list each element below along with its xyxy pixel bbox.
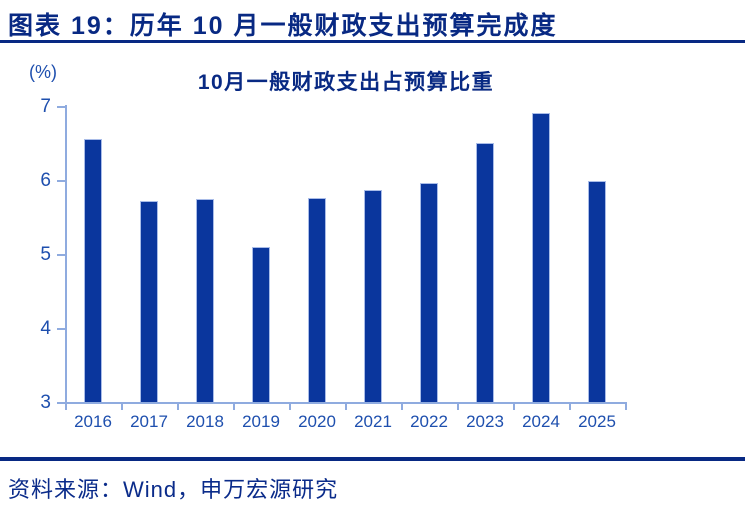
y-tick xyxy=(57,180,65,182)
bar xyxy=(364,190,382,402)
bar xyxy=(532,113,550,402)
y-tick xyxy=(57,402,65,404)
footer-divider xyxy=(0,457,745,461)
x-tick xyxy=(457,402,459,410)
bar xyxy=(84,139,102,402)
y-tick xyxy=(57,254,65,256)
x-tick-label: 2024 xyxy=(522,412,560,431)
x-tick-label: 2021 xyxy=(354,412,392,431)
bar xyxy=(196,199,214,402)
x-tick-label: 2019 xyxy=(242,412,280,431)
x-tick xyxy=(233,402,235,410)
bar xyxy=(140,201,158,402)
y-tick-label: 7 xyxy=(40,96,51,117)
y-tick-label: 4 xyxy=(40,318,51,339)
x-tick xyxy=(569,402,571,410)
x-tick xyxy=(121,402,123,410)
y-tick-label: 6 xyxy=(40,170,51,191)
bar xyxy=(308,198,326,402)
bar xyxy=(476,143,494,402)
x-tick-label: 2016 xyxy=(74,412,112,431)
plot-area: 3 4 5 6 7 2016 2017 2018 2019 2020 2021 2022 2023 202… xyxy=(40,96,627,431)
bar xyxy=(588,181,606,402)
y-tick-label: 3 xyxy=(40,392,51,413)
x-tick xyxy=(177,402,179,410)
chart-title: 10月一般财政支出占预算比重 xyxy=(197,71,495,94)
source-note: 资料来源：Wind，申万宏源研究 xyxy=(8,477,339,502)
x-tick-label: 2018 xyxy=(186,412,224,431)
y-tick xyxy=(57,328,65,330)
y-axis-unit-label: (%) xyxy=(29,62,57,82)
figure-title: 图表 19：历年 10 月一般财政支出预算完成度 xyxy=(8,12,558,40)
x-tick xyxy=(625,402,627,410)
x-tick-label: 2023 xyxy=(466,412,504,431)
bar xyxy=(252,247,270,402)
x-tick xyxy=(289,402,291,410)
x-tick-label: 2022 xyxy=(410,412,448,431)
x-tick-label: 2017 xyxy=(130,412,168,431)
y-tick-label: 5 xyxy=(40,244,51,265)
x-tick xyxy=(401,402,403,410)
x-tick-label: 2025 xyxy=(578,412,616,431)
header-divider xyxy=(0,40,745,43)
x-tick xyxy=(513,402,515,410)
bar xyxy=(420,183,438,402)
x-tick xyxy=(345,402,347,410)
y-tick xyxy=(57,106,65,108)
y-axis-line xyxy=(65,105,67,404)
x-tick-label: 2020 xyxy=(298,412,336,431)
x-tick xyxy=(65,402,67,410)
